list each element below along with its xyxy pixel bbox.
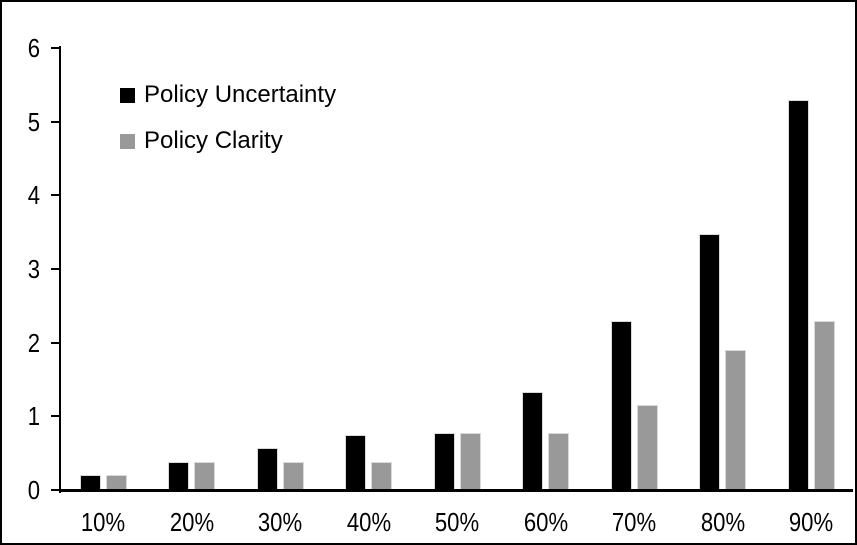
legend-label-policy-clarity: Policy Clarity xyxy=(144,127,283,154)
x-axis-label-70-: 70% xyxy=(611,507,657,537)
legend-label-policy-uncertainty: Policy Uncertainty xyxy=(144,81,337,108)
bar-policy-uncertainty-70- xyxy=(611,321,632,490)
bar-policy-uncertainty-60- xyxy=(522,392,543,490)
y-axis-tick-label: 0 xyxy=(27,475,40,505)
policy-clarity-swatch-icon xyxy=(120,133,135,149)
x-axis-label-30-: 30% xyxy=(257,507,303,537)
x-axis-label-40-: 40% xyxy=(346,507,392,537)
bar-policy-uncertainty-50- xyxy=(434,433,455,490)
y-axis-tick-label: 6 xyxy=(27,33,40,63)
legend-item-policy-uncertainty: Policy Uncertainty xyxy=(120,81,337,108)
x-axis-label-50-: 50% xyxy=(434,507,480,537)
y-axis-tick xyxy=(51,47,59,49)
bar-policy-uncertainty-10- xyxy=(80,475,101,490)
y-axis-tick xyxy=(51,121,59,123)
bar-policy-clarity-20- xyxy=(194,462,215,490)
y-axis-line xyxy=(59,46,61,493)
bar-policy-uncertainty-80- xyxy=(699,234,720,490)
x-axis-label-20-: 20% xyxy=(169,507,215,537)
bar-policy-uncertainty-30- xyxy=(257,448,278,490)
x-axis-label-60-: 60% xyxy=(523,507,569,537)
policy-uncertainty-swatch-icon xyxy=(120,87,135,103)
x-axis-label-90-: 90% xyxy=(788,507,834,537)
x-axis-label-10-: 10% xyxy=(80,507,126,537)
y-axis-tick-label: 1 xyxy=(27,401,40,431)
y-axis-tick xyxy=(51,342,59,344)
bar-policy-uncertainty-40- xyxy=(345,435,366,490)
bar-policy-clarity-90- xyxy=(814,321,835,490)
bar-policy-clarity-50- xyxy=(460,433,481,490)
y-axis-tick xyxy=(51,268,59,270)
x-axis-line xyxy=(59,489,853,492)
y-axis-tick xyxy=(51,489,59,491)
y-axis-tick-label: 5 xyxy=(27,107,40,137)
y-axis-tick-label: 4 xyxy=(27,180,40,210)
y-axis-tick xyxy=(51,415,59,417)
bar-policy-clarity-40- xyxy=(371,462,392,490)
bar-policy-uncertainty-20- xyxy=(168,462,189,490)
bar-policy-clarity-60- xyxy=(548,433,569,490)
y-axis-tick xyxy=(51,194,59,196)
bar-policy-clarity-80- xyxy=(725,350,746,490)
chart-legend: Policy Uncertainty Policy Clarity xyxy=(120,81,337,174)
legend-item-policy-clarity: Policy Clarity xyxy=(120,127,336,154)
y-axis-tick-label: 2 xyxy=(27,328,40,358)
y-axis-tick-label: 3 xyxy=(27,254,40,284)
bar-policy-clarity-30- xyxy=(283,462,304,490)
bar-policy-clarity-10- xyxy=(106,475,127,490)
bar-policy-uncertainty-90- xyxy=(788,100,809,490)
bar-policy-clarity-70- xyxy=(637,405,658,490)
x-axis-label-80-: 80% xyxy=(700,507,746,537)
